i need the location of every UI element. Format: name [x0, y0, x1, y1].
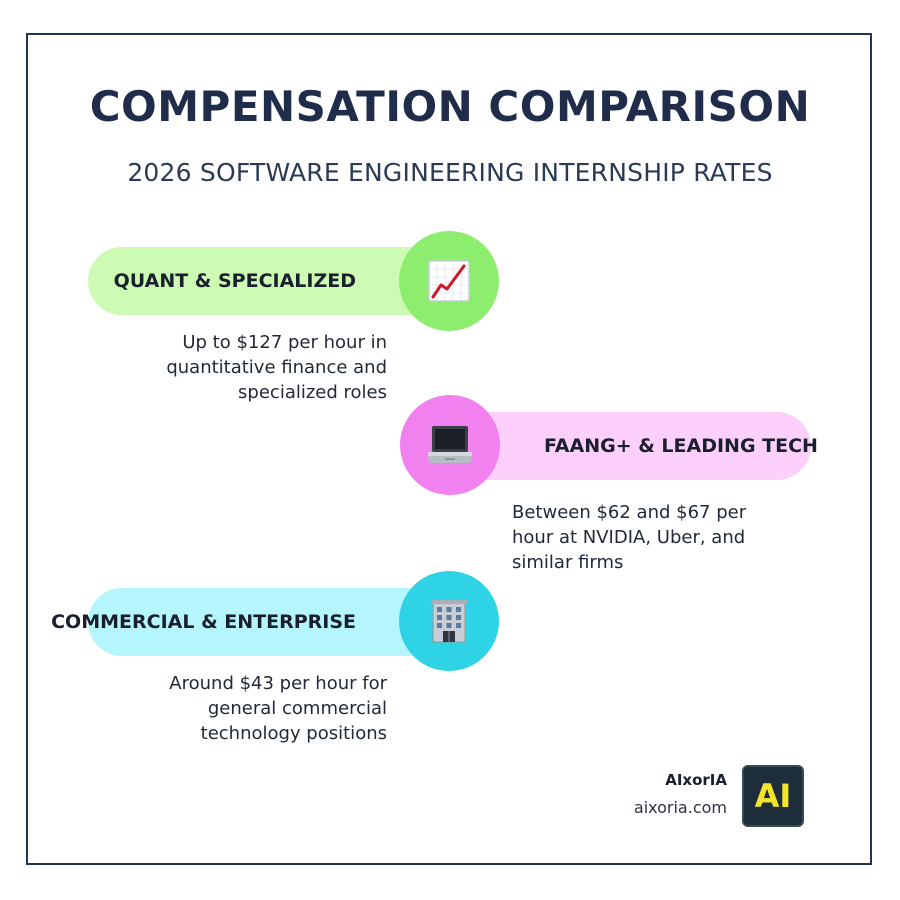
tier-faang-description: Between $62 and $67 per hour at NVIDIA, …: [512, 502, 747, 573]
tier-quant-description: Up to $127 per hour in quantitative fina…: [166, 332, 387, 403]
tier-faang-label: FAANG+ & LEADING TECH: [544, 435, 818, 457]
tier-commercial-icon-circle: [399, 571, 499, 671]
brand-name: AIxorIA: [665, 771, 727, 789]
tier-quant-icon-circle: [399, 231, 499, 331]
brand-logo: AI: [742, 765, 804, 827]
tier-faang-icon-circle: [400, 395, 500, 495]
tier-commercial-description: Around $43 per hour for general commerci…: [169, 673, 387, 744]
tier-quant-label: QUANT & SPECIALIZED: [113, 270, 356, 292]
chart-increasing-icon: [428, 260, 470, 302]
page-subtitle: 2026 SOFTWARE ENGINEERING INTERNSHIP RAT…: [127, 158, 773, 187]
border-frame: [26, 33, 872, 865]
tier-commercial-label: COMMERCIAL & ENTERPRISE: [51, 611, 356, 633]
laptop-icon: [427, 426, 473, 463]
page-title: COMPENSATION COMPARISON: [89, 82, 811, 131]
brand-url[interactable]: aixoria.com: [633, 798, 727, 817]
office-building-icon: [431, 600, 467, 643]
